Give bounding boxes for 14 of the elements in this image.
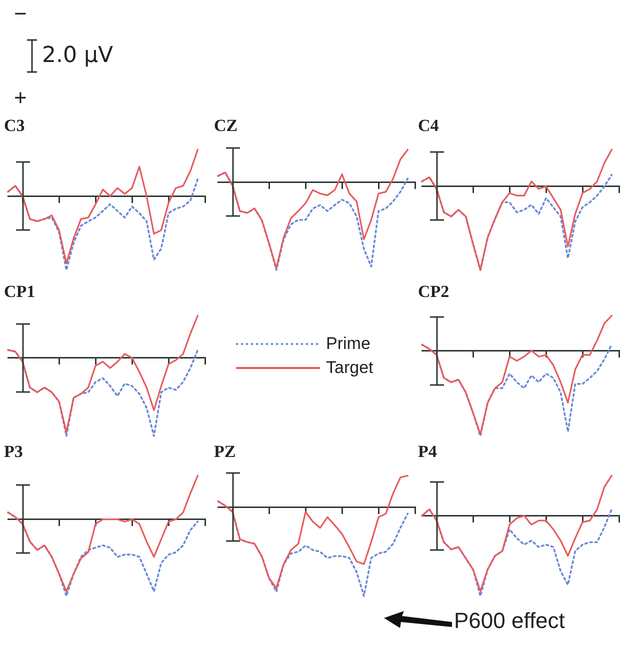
chart-title: C3: [4, 115, 26, 137]
chart-title: CZ: [214, 115, 239, 137]
chart-title: P3: [4, 441, 24, 463]
text: 2.0 μV: [42, 42, 114, 70]
legend-label: Prime: [326, 334, 370, 354]
chart-title: CP2: [418, 281, 450, 303]
chart-title: PZ: [214, 441, 237, 463]
chart-title: P4: [418, 441, 438, 463]
chart-title: C4: [418, 115, 440, 137]
text: −: [14, 0, 27, 28]
text: P600 effect: [454, 608, 565, 634]
legend-label: Target: [326, 358, 374, 378]
chart-title: CP1: [4, 281, 36, 303]
text: +: [14, 84, 27, 112]
